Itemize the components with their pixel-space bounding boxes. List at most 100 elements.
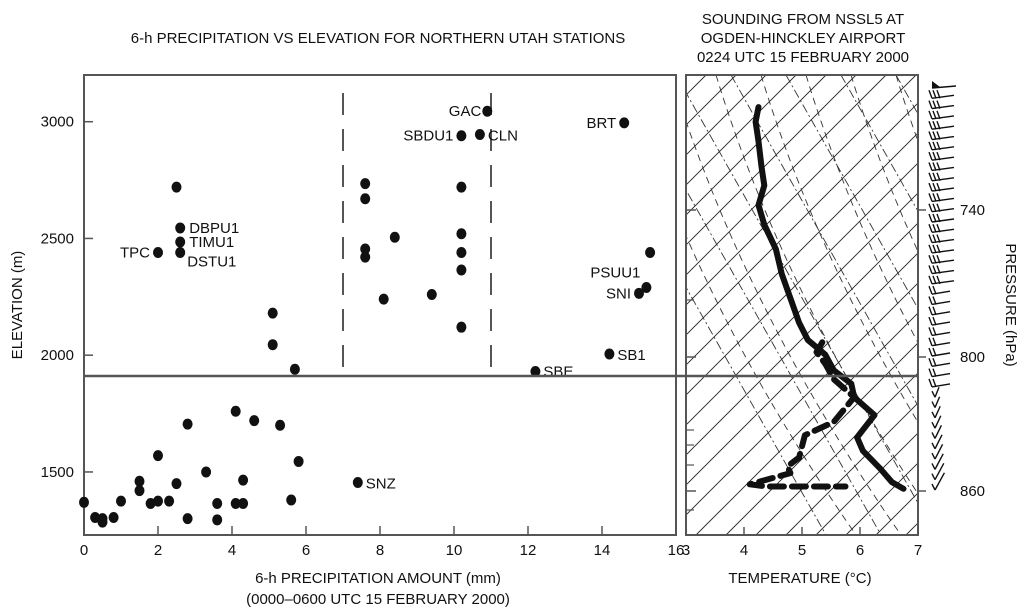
sounding-x-axis: 3 4 5 6 7 <box>682 527 922 559</box>
data-point <box>164 495 175 507</box>
data-point <box>634 287 644 299</box>
data-point <box>201 466 212 478</box>
data-point <box>456 264 467 276</box>
x-tick-label: 10 <box>446 542 463 559</box>
data-point <box>116 495 126 507</box>
scatter-y-axis-label: ELEVATION (m) <box>9 251 26 360</box>
data-point <box>249 415 260 427</box>
wind-barb <box>931 415 942 429</box>
sounding-title-line2: OGDEN-HINCKLEY AIRPORT <box>701 30 906 47</box>
data-point <box>90 511 101 523</box>
wind-barb <box>928 316 951 326</box>
wind-barb <box>928 131 955 141</box>
wind-barb <box>928 296 951 306</box>
scatter-y-axis: 1500 2000 2500 3000 <box>41 114 93 481</box>
wind-barb <box>928 100 955 110</box>
data-point <box>378 293 389 305</box>
wind-barb <box>931 443 944 460</box>
data-point <box>238 474 249 486</box>
scatter-x-axis-label: 6-h PRECIPITATION AMOUNT (mm) <box>255 570 501 587</box>
data-point <box>482 105 493 117</box>
x-tick-label: 4 <box>228 542 236 559</box>
x-tick-label: 8 <box>376 542 384 559</box>
wind-barb <box>931 81 957 89</box>
scatter-x-axis-sublabel: (0000–0600 UTC 15 FEBRUARY 2000) <box>246 591 510 608</box>
wind-barb <box>928 327 951 337</box>
data-point <box>619 117 630 129</box>
data-point <box>293 455 304 467</box>
wind-barb <box>928 90 955 100</box>
data-point <box>212 497 223 509</box>
sounding-title-line1: SOUNDING FROM NSSL5 AT <box>702 11 904 28</box>
wind-barb <box>928 224 955 234</box>
data-point <box>389 231 400 243</box>
wind-barb <box>928 265 955 275</box>
scatter-x-axis: 0 2 4 6 8 10 12 14 16 <box>80 526 685 559</box>
temp-tick-label: 3 <box>682 542 690 559</box>
pressure-tick-label: 800 <box>960 349 985 366</box>
data-point <box>456 130 467 142</box>
wind-barb <box>928 244 955 254</box>
data-point <box>286 494 297 506</box>
x-tick-label: 2 <box>154 542 162 559</box>
temperature-profile <box>752 104 907 492</box>
station-label: SNI <box>606 285 631 302</box>
sounding-background-lines <box>686 75 918 535</box>
wind-barb <box>928 203 955 213</box>
y-tick-label: 3000 <box>41 114 74 131</box>
wind-barbs <box>928 81 957 491</box>
y-tick-label: 1500 <box>41 464 74 481</box>
wind-barb <box>928 120 955 130</box>
station-label: DBPU1 <box>189 220 239 237</box>
station-label: SB1 <box>617 347 645 364</box>
wind-barb <box>931 405 941 419</box>
data-point <box>456 181 467 193</box>
data-point <box>530 366 541 378</box>
data-point <box>134 475 145 487</box>
data-point <box>267 339 278 351</box>
wind-barb <box>931 472 946 491</box>
scatter-title: 6-h PRECIPITATION VS ELEVATION FOR NORTH… <box>131 30 626 47</box>
data-point <box>230 497 241 509</box>
data-point <box>212 514 223 526</box>
data-point <box>360 251 371 263</box>
data-point <box>79 496 89 508</box>
x-tick-label: 6 <box>302 542 310 559</box>
wind-barb <box>931 386 940 398</box>
station-label: PSUU1 <box>590 264 640 281</box>
data-point <box>456 321 467 333</box>
data-point <box>238 497 249 509</box>
wind-barb <box>931 462 945 481</box>
data-point <box>175 222 186 234</box>
station-label: TIMU1 <box>189 234 234 251</box>
data-point <box>360 193 371 205</box>
data-point <box>426 288 437 300</box>
x-tick-label: 16 <box>668 542 685 559</box>
data-point <box>134 485 145 497</box>
wind-barb <box>928 358 951 367</box>
wind-barb <box>931 453 944 470</box>
pressure-tick-label: 860 <box>960 483 985 500</box>
pressure-tick-label: 740 <box>960 202 985 219</box>
data-point <box>275 419 286 431</box>
wind-barb <box>928 193 955 203</box>
data-point <box>175 246 186 258</box>
wind-barb <box>928 254 955 264</box>
data-point <box>171 181 182 193</box>
data-point <box>456 228 467 240</box>
data-point <box>267 307 278 319</box>
wind-barb <box>931 424 943 439</box>
data-point <box>153 246 163 258</box>
wind-barb <box>928 213 955 223</box>
wind-barb <box>928 368 951 378</box>
data-point <box>182 418 193 430</box>
wind-barb <box>928 151 955 161</box>
wind-barb <box>928 285 951 295</box>
data-point <box>289 363 300 375</box>
x-tick-label: 0 <box>80 542 88 559</box>
wind-barb <box>931 434 943 450</box>
temp-tick-label: 4 <box>740 542 748 559</box>
data-point <box>182 513 193 525</box>
